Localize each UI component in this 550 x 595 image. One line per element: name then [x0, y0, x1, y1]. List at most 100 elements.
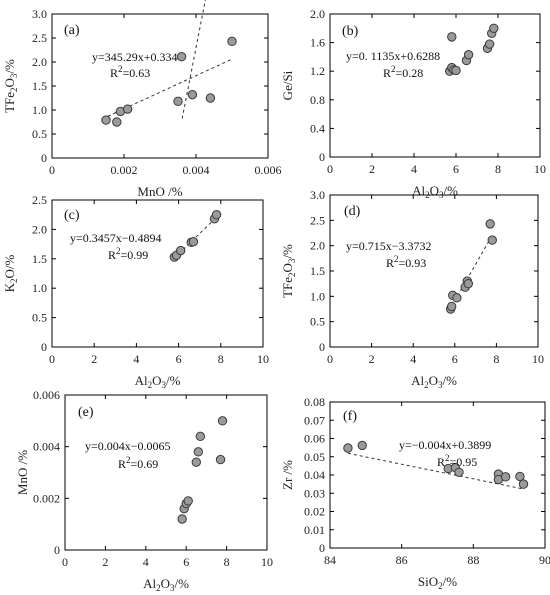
y-tick-label: 1.2 — [310, 64, 325, 78]
data-point — [187, 89, 198, 100]
y-tick-label: 0 — [41, 340, 47, 354]
x-tick-label: 2 — [369, 162, 375, 176]
panel-label: (f) — [343, 409, 357, 424]
data-point — [451, 65, 461, 76]
data-point — [205, 93, 216, 103]
x-tick-label: 4 — [143, 555, 149, 569]
x-axis-label: Al2O3/% — [412, 183, 458, 200]
x-tick-label: 10 — [532, 352, 544, 366]
panel-e: 0 2 4 6 8 10 0 0.002 0.004 0.006 Al2O3/% MnO /% (e) y… — [15, 0, 273, 593]
data-point — [183, 496, 193, 506]
x-tick-label: 0 — [327, 352, 333, 366]
y-tick-label: 1.5 — [310, 264, 325, 278]
y-tick-label: 1.0 — [310, 289, 325, 303]
data-point — [463, 278, 474, 289]
data-point — [188, 237, 199, 247]
x-axis-label: Al2O3/% — [135, 373, 181, 390]
x-tick-label: 0.006 — [255, 163, 282, 177]
y-axis-label: TFe2O3/% — [2, 59, 19, 113]
y-tick-label: 0 — [319, 340, 325, 354]
y-tick-label: 1.5 — [32, 252, 47, 266]
data-point — [485, 219, 495, 229]
x-tick-label: 0.002 — [111, 163, 138, 177]
data-point — [191, 457, 202, 467]
plot-frame — [329, 401, 546, 549]
panel-label: (e) — [78, 405, 94, 420]
panel-label: (c) — [64, 208, 80, 223]
panel-f: 84 86 88 90 0 0.01 0.02 0.03 0.04 0.05 0.06 0.07 0.0… — [280, 395, 550, 591]
data-point — [518, 479, 529, 489]
panel-label: (a) — [64, 23, 80, 38]
data-point — [343, 443, 353, 453]
data-point — [454, 467, 464, 477]
data-point — [489, 23, 499, 33]
r-squared: R2=0.95 — [437, 453, 477, 469]
data-point — [177, 514, 187, 524]
y-tick-label: 1.5 — [32, 79, 47, 93]
y-tick-label: 1.0 — [32, 281, 47, 295]
y-tick-label: 3.0 — [32, 7, 47, 21]
y-tick-label: 1.6 — [310, 36, 325, 50]
x-tick-label: 4 — [410, 352, 416, 366]
y-axis-label: K2O/% — [2, 254, 19, 292]
y-tick-label: 0 — [319, 150, 325, 164]
y-tick-label: 0.8 — [310, 93, 325, 107]
data-point — [217, 416, 228, 426]
data-point — [487, 235, 497, 245]
panel-c: 0 2 4 6 8 10 0 0.5 1.0 1.5 2.0 2.5 Al2O3/% K2O/% (c) y=… — [2, 193, 269, 390]
data-point — [173, 96, 183, 107]
x-tick-label: 10 — [261, 555, 273, 569]
x-axis-label: MnO /% — [137, 184, 182, 199]
x-tick-label: 0 — [327, 162, 333, 176]
data-point — [176, 52, 187, 62]
data-point — [101, 115, 111, 125]
x-tick-label: 0 — [62, 555, 68, 569]
y-tick-label: 2.0 — [310, 239, 325, 253]
y-tick-label: 0.03 — [304, 486, 325, 500]
x-axis-label: Al2O3/% — [411, 373, 457, 390]
r-squared: R2=0.99 — [108, 246, 148, 262]
y-tick-label: 2.5 — [310, 213, 325, 227]
trend-line — [174, 214, 220, 259]
x-axis-label: SiO2/% — [418, 574, 457, 591]
y-tick-label: 0.02 — [304, 505, 325, 519]
y-tick-label: 2.0 — [310, 7, 325, 21]
x-tick-label: 8 — [493, 352, 499, 366]
y-tick-label: 0.07 — [304, 413, 325, 427]
x-tick-label: 6 — [176, 352, 182, 366]
y-tick-label: 0.08 — [304, 395, 325, 409]
x-tick-label: 88 — [467, 553, 479, 567]
y-tick-label: 0.06 — [304, 432, 325, 446]
data-point — [193, 447, 204, 457]
regression-equation: y=0.004x−0.0065 — [85, 439, 171, 453]
x-tick-label: 8 — [218, 352, 224, 366]
panel-a: 0 0.002 0.004 0.006 0 0.5 1.0 1.5 2.0 2.5 3.0 MnO /… — [2, 7, 282, 199]
y-tick-label: 0.04 — [304, 468, 325, 482]
data-point — [215, 454, 226, 465]
y-axis-label: TFe2O3/% — [280, 244, 297, 298]
plot-frame — [329, 194, 539, 348]
x-tick-label: 6 — [183, 555, 189, 569]
r-squared: R2=0.93 — [386, 254, 426, 270]
data-point — [357, 440, 367, 451]
plot-frame — [64, 394, 268, 551]
x-tick-label: 0 — [49, 352, 55, 366]
x-tick-label: 84 — [324, 553, 336, 567]
x-tick-label: 10 — [257, 352, 269, 366]
x-tick-label: 4 — [133, 352, 139, 366]
y-axis-label: MnO /% — [15, 450, 30, 495]
y-axis-label: Zr /% — [280, 460, 295, 490]
regression-equation: y=0.3457x−0.4894 — [70, 231, 162, 245]
panel-label: (d) — [344, 204, 361, 219]
r-squared: R2=0.28 — [383, 64, 423, 80]
plot-frame — [51, 13, 269, 159]
data-point — [484, 39, 495, 49]
r-squared: R2=0.63 — [110, 64, 150, 80]
x-tick-label: 6 — [453, 162, 459, 176]
data-point — [195, 431, 206, 442]
y-tick-label: 1.0 — [32, 103, 47, 117]
y-axis-label: Ge/Si — [280, 70, 295, 100]
data-point — [446, 301, 457, 312]
y-tick-label: 2.5 — [32, 31, 47, 45]
